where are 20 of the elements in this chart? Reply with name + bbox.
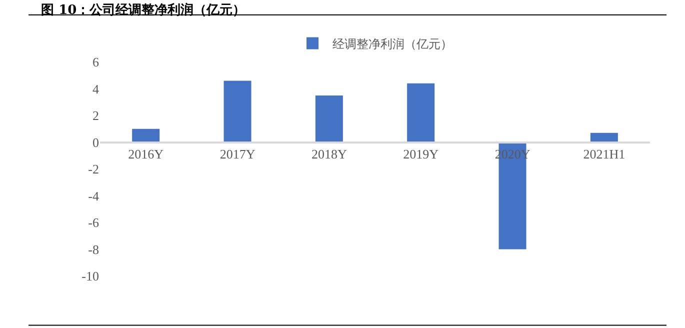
- y-tick-label: 4: [92, 81, 100, 96]
- legend-label: 经调整净利润（亿元）: [332, 36, 452, 51]
- y-tick-label: 2: [92, 108, 99, 124]
- bar: [315, 95, 343, 142]
- y-tick-label: 6: [92, 54, 100, 70]
- x-tick-label: 2017Y: [220, 146, 256, 162]
- x-tick-label: 2019Y: [403, 146, 440, 162]
- y-tick-label: -4: [88, 188, 100, 204]
- x-tick-label: 2016Y: [128, 146, 164, 162]
- bar: [224, 80, 252, 142]
- y-tick-label: -2: [88, 162, 99, 177]
- x-tick-label: 2018Y: [311, 146, 348, 162]
- x-tick-label: 2021H1: [583, 146, 626, 162]
- y-tick-label: -8: [88, 242, 99, 257]
- bar: [590, 132, 618, 142]
- y-tick-label: -6: [88, 215, 100, 230]
- bar: [407, 83, 435, 142]
- y-tick-label: -10: [82, 268, 99, 284]
- y-tick-label: 0: [92, 134, 99, 150]
- bar: [132, 128, 160, 142]
